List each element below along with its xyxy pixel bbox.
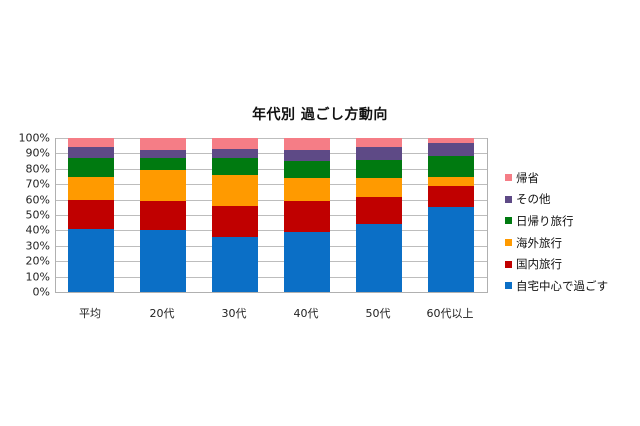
bar-3 [284,138,330,292]
y-tick-label: 0% [32,285,50,299]
bar-segment [68,199,114,229]
legend-swatch-icon [505,239,512,247]
legend-item: 国内旅行 [505,253,608,275]
legend-label: 海外旅行 [516,235,562,250]
bar-segment [284,231,330,292]
gridline [56,153,487,155]
bar-segment [428,142,474,157]
y-tick-label: 20% [25,254,50,268]
legend-label: 日帰り旅行 [516,213,574,228]
bar-segment [356,138,402,148]
y-tick-label: 40% [25,223,50,237]
y-tick-label: 60% [25,193,50,207]
bar-segment [212,205,258,237]
bar-segment [284,161,330,179]
legend: 帰省その他日帰り旅行海外旅行国内旅行自宅中心で過ごす [505,167,608,297]
bar-segment [68,176,114,200]
bar-segment [284,138,330,151]
legend-item: その他 [505,189,608,211]
legend-swatch-icon [505,217,512,225]
bar-1 [140,138,186,292]
gridline [56,199,487,201]
y-tick-label: 10% [25,270,50,284]
x-tick-label: 30代 [221,307,247,320]
gridline [56,215,487,216]
x-tick-label: 20代 [149,307,175,320]
legend-label: その他 [516,192,551,207]
legend-label: 国内旅行 [516,257,562,272]
legend-item: 自宅中心で過ごす [505,275,608,297]
y-tick-label: 70% [25,177,50,191]
legend-swatch-icon [505,260,512,268]
chart-title: 年代別 過ごし方動向 [252,107,388,123]
legend-swatch-icon [505,195,512,203]
bar-segment [68,147,114,159]
bar-segment [428,207,474,292]
bar-0 [68,138,114,292]
legend-swatch-icon [505,282,512,290]
gridline [56,168,487,170]
x-tick-label: 40代 [293,307,319,320]
bar-segment [284,178,330,202]
bar-segment [428,138,474,143]
bar-5 [428,138,474,292]
bar-segment [212,158,258,175]
bar-segment [428,185,474,208]
bar-segment [68,158,114,177]
legend-item: 海外旅行 [505,232,608,254]
bar-2 [212,138,258,292]
y-tick-label: 50% [25,208,50,222]
y-tick-label: 100% [18,131,50,145]
bar-segment [140,138,186,151]
bar-4 [356,138,402,292]
y-tick-label: 80% [25,162,50,176]
x-tick-label: 平均 [79,307,101,320]
bar-segment [356,196,402,225]
bar-segment [140,150,186,159]
legend-item: 日帰り旅行 [505,210,608,232]
gridline [56,276,487,278]
bar-segment [212,148,258,159]
gridline [56,245,487,247]
bar-segment [140,201,186,231]
bar-segment [68,138,114,148]
bar-segment [140,158,186,171]
bar-segment [140,230,186,292]
bar-segment [356,147,402,160]
legend-swatch-icon [505,174,512,182]
gridline [56,230,487,232]
legend-label: 自宅中心で過ごす [516,278,609,293]
bar-segment [428,156,474,177]
bar-segment [68,228,114,292]
bar-segment [356,178,402,197]
gridline [56,261,487,263]
legend-item: 帰省 [505,167,608,189]
y-tick-label: 30% [25,239,50,253]
bar-segment [212,138,258,149]
gridline [56,138,487,139]
bar-segment [212,236,258,292]
bar-segment [356,224,402,292]
x-tick-label: 50代 [365,307,391,320]
gridline [56,184,487,186]
x-tick-label: 60代以上 [426,307,474,320]
bar-segment [284,201,330,232]
plot-area [55,138,488,293]
bar-segment [284,150,330,162]
legend-label: 帰省 [516,170,539,185]
bar-segment [140,170,186,202]
bar-segment [428,176,474,186]
y-tick-label: 90% [25,146,50,160]
bar-segment [212,174,258,206]
bar-segment [356,159,402,179]
